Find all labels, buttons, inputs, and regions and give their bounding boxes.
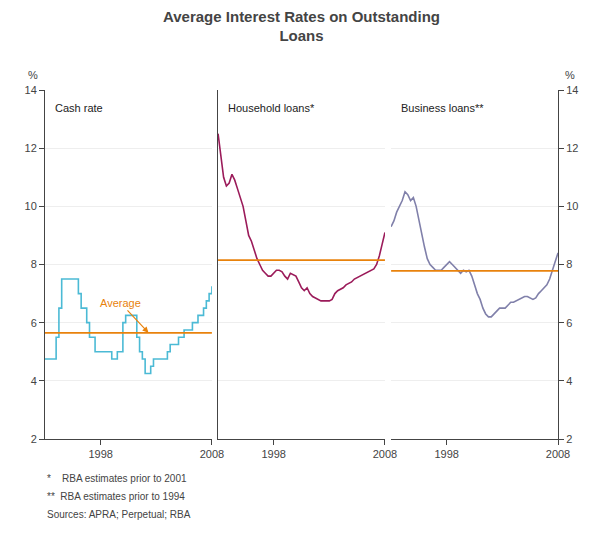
svg-text:Average Interest Rates on Outs: Average Interest Rates on OutstandingLoa… [163, 8, 440, 45]
svg-text:12: 12 [566, 142, 578, 154]
svg-text:%: % [565, 69, 575, 81]
svg-text:Business loans**: Business loans** [401, 102, 484, 114]
svg-text:6: 6 [31, 317, 37, 329]
svg-text:* RBA estimates prior to 20: * RBA estimates prior to 2001 [47, 473, 187, 484]
svg-text:4: 4 [566, 375, 572, 387]
svg-text:2008: 2008 [200, 448, 224, 460]
svg-text:12: 12 [25, 142, 37, 154]
svg-text:2: 2 [566, 433, 572, 445]
svg-text:1998: 1998 [261, 448, 285, 460]
svg-text:6: 6 [566, 317, 572, 329]
svg-text:14: 14 [25, 84, 37, 96]
svg-text:** RBA estimates prior to 199: ** RBA estimates prior to 1994 [47, 491, 185, 502]
svg-text:Average: Average [100, 297, 141, 309]
svg-text:Cash rate: Cash rate [55, 102, 103, 114]
svg-text:1998: 1998 [88, 448, 112, 460]
svg-text:10: 10 [566, 200, 578, 212]
svg-text:8: 8 [566, 258, 572, 270]
svg-text:%: % [28, 69, 38, 81]
svg-text:1998: 1998 [434, 448, 458, 460]
svg-text:2008: 2008 [546, 448, 570, 460]
svg-text:4: 4 [31, 375, 37, 387]
svg-text:Household loans*: Household loans* [228, 102, 315, 114]
svg-text:Sources: APRA; Perpetual; RBA: Sources: APRA; Perpetual; RBA [47, 509, 191, 520]
svg-text:10: 10 [25, 200, 37, 212]
svg-text:8: 8 [31, 258, 37, 270]
svg-text:14: 14 [566, 84, 578, 96]
svg-text:2: 2 [31, 433, 37, 445]
svg-text:2008: 2008 [373, 448, 397, 460]
